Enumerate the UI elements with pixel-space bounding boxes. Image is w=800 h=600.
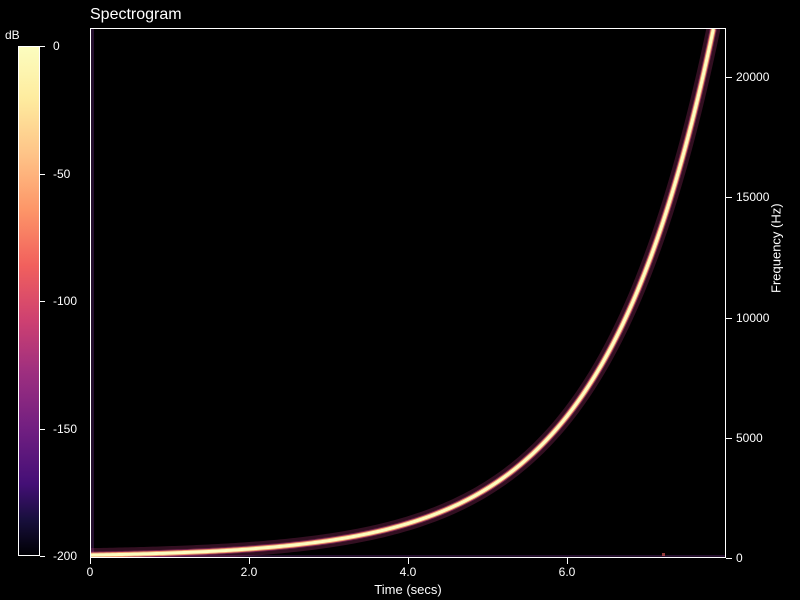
y-tick-mark [726, 197, 732, 198]
colorbar-tick-label: -50 [53, 167, 70, 181]
x-tick-label: 0 [87, 565, 94, 579]
noise-speck [662, 553, 665, 556]
colorbar-tick-label: -200 [53, 549, 77, 563]
y-tick-mark [726, 318, 732, 319]
y-tick-label: 0 [736, 551, 743, 565]
colorbar-tick-mark [40, 301, 45, 302]
x-tick-mark [567, 558, 568, 564]
x-tick-mark [90, 558, 91, 564]
plot-title: Spectrogram [90, 6, 182, 24]
x-tick-label: 6.0 [559, 565, 576, 579]
spectrogram-plot-area [90, 28, 726, 558]
chirp-path [91, 30, 713, 555]
colorbar [18, 46, 40, 556]
y-tick-mark [726, 438, 732, 439]
y-axis-label: Frequency (Hz) [769, 203, 784, 293]
y-tick-label: 20000 [736, 70, 769, 84]
y-tick-label: 5000 [736, 431, 763, 445]
x-tick-mark [249, 558, 250, 564]
colorbar-tick-label: 0 [53, 39, 60, 53]
y-tick-label: 15000 [736, 190, 769, 204]
colorbar-tick-label: -150 [53, 422, 77, 436]
y-tick-label: 10000 [736, 311, 769, 325]
chirp-path [91, 30, 713, 555]
x-axis-label: Time (secs) [374, 582, 441, 597]
colorbar-tick-mark [40, 174, 45, 175]
x-tick-mark [408, 558, 409, 564]
chirp-path [91, 30, 713, 555]
y-tick-mark [726, 77, 732, 78]
colorbar-tick-label: -100 [53, 294, 77, 308]
x-tick-label: 4.0 [400, 565, 417, 579]
spectrogram-figure: Spectrogram dB 0 -50 -100 -150 -200 0 2.0 4.0 6… [0, 0, 800, 600]
colorbar-tick-mark [40, 556, 45, 557]
chirp-curve [91, 29, 725, 557]
colorbar-unit-label: dB [5, 28, 20, 42]
x-tick-label: 2.0 [241, 565, 258, 579]
colorbar-tick-mark [40, 46, 45, 47]
chirp-path [91, 30, 713, 555]
colorbar-tick-mark [40, 429, 45, 430]
y-tick-mark [726, 558, 732, 559]
